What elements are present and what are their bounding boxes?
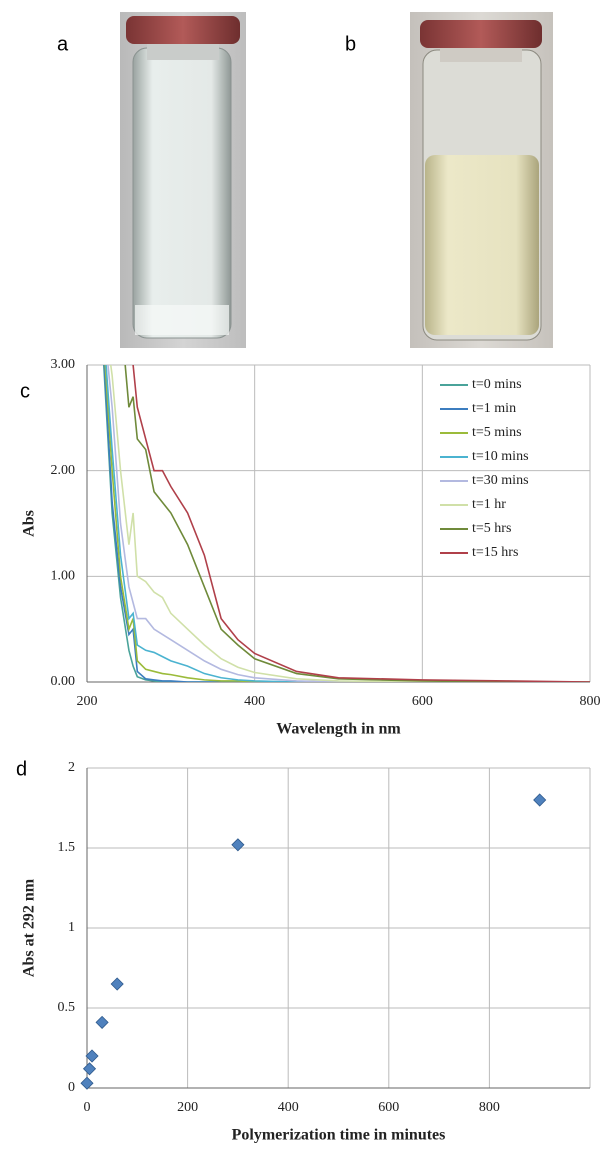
legend-label: t=1 hr	[472, 497, 506, 512]
y-tick-label: 0	[68, 1080, 75, 1095]
y-axis-title: Abs	[21, 510, 38, 537]
series-line	[124, 365, 590, 682]
panel-label: a	[57, 33, 69, 55]
x-tick-label: 200	[77, 694, 98, 709]
y-tick-label: 2	[68, 760, 75, 775]
y-tick-label: 1	[68, 920, 75, 935]
x-tick-label: 200	[177, 1100, 198, 1115]
legend-label: t=5 mins	[472, 425, 522, 440]
y-axis-title: Abs at 292 nm	[21, 878, 38, 977]
data-point	[231, 838, 245, 852]
x-tick-label: 400	[278, 1100, 299, 1115]
series-line	[132, 365, 590, 682]
x-tick-label: 600	[412, 694, 433, 709]
legend-label: t=1 min	[472, 401, 516, 416]
x-axis-title: Polymerization time in minutes	[232, 1127, 446, 1144]
y-tick-label: 0.00	[51, 674, 76, 689]
y-tick-label: 1.00	[51, 569, 76, 584]
data-point	[82, 1062, 97, 1076]
data-point	[533, 793, 547, 807]
x-tick-label: 600	[378, 1100, 399, 1115]
y-tick-label: 0.5	[58, 1000, 76, 1015]
legend-label: t=5 hrs	[472, 521, 511, 536]
x-tick-label: 800	[580, 694, 601, 709]
y-tick-label: 3.00	[51, 357, 76, 372]
x-axis-title: Wavelength in nm	[276, 721, 401, 738]
x-tick-label: 400	[244, 694, 265, 709]
panel-label: d	[16, 758, 27, 780]
plot-lines	[102, 365, 590, 682]
series-line	[103, 365, 590, 682]
x-tick-label: 0	[84, 1100, 91, 1115]
series-line	[107, 365, 590, 682]
legend-label: t=10 mins	[472, 449, 529, 464]
y-tick-label: 2.00	[51, 463, 76, 478]
legend-label: t=0 mins	[472, 377, 522, 392]
y-tick-label: 1.5	[58, 840, 76, 855]
legend-label: t=15 hrs	[472, 545, 518, 560]
data-point	[80, 1076, 94, 1090]
x-tick-label: 800	[479, 1100, 500, 1115]
data-point	[95, 1015, 109, 1029]
series-line	[105, 365, 590, 682]
series-line	[104, 365, 590, 682]
series-line	[109, 365, 590, 682]
panel-label: c	[20, 380, 30, 402]
photo-a	[120, 12, 246, 348]
panel-label: b	[345, 33, 356, 55]
legend-label: t=30 mins	[472, 473, 529, 488]
series-line	[102, 365, 590, 682]
data-point	[110, 977, 124, 991]
photo-b	[410, 12, 553, 348]
data-point	[85, 1049, 99, 1063]
